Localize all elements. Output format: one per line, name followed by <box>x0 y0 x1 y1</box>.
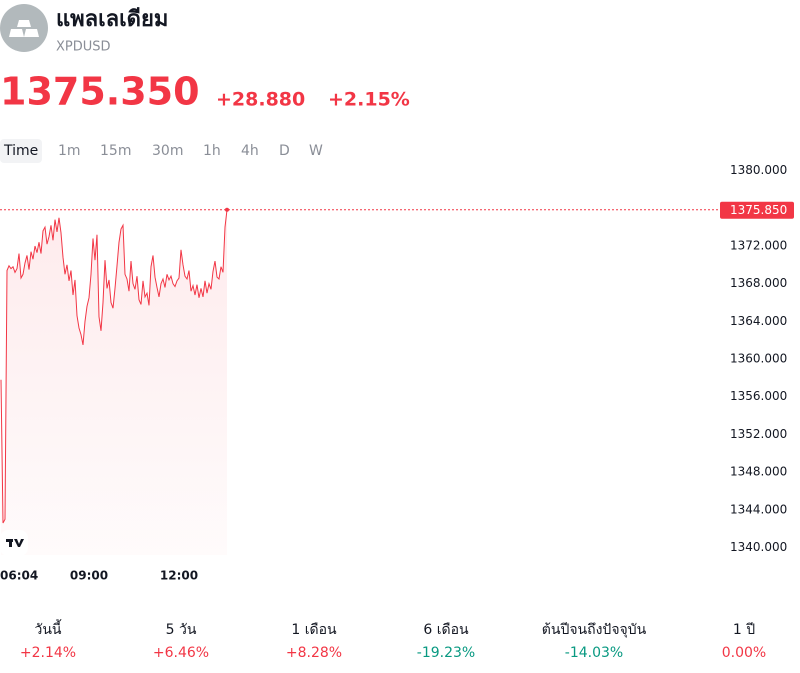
change-percent: +2.15% <box>328 89 410 111</box>
plot-area: 1340.000 1344.000 1348.000 1352.000 1356.000… <box>0 163 787 555</box>
perf-value: -14.03% <box>565 645 623 661</box>
symbol: XPDUSD <box>56 40 111 55</box>
y-tick-label: 1360.000 <box>730 352 787 366</box>
price-tag-label: 1375.850 <box>730 203 787 217</box>
last-point <box>225 207 229 212</box>
x-tick-label: 12:00 <box>160 569 198 583</box>
y-tick-label: 1356.000 <box>730 389 787 403</box>
symbol-icon <box>0 4 48 52</box>
perf-label: 1 เดือน <box>291 622 337 638</box>
perf-label: 6 เดือน <box>423 622 469 638</box>
timeframe-tab[interactable]: D <box>279 143 290 159</box>
y-tick-label: 1364.000 <box>730 314 787 328</box>
x-tick-label: 09:00 <box>70 569 108 583</box>
y-tick-label: 1380.000 <box>730 163 787 177</box>
y-tick-label: 1352.000 <box>730 427 787 441</box>
perf-value: 0.00% <box>722 645 766 661</box>
title: แพลเลเดียม <box>56 7 168 32</box>
price-tag <box>720 201 794 219</box>
timeframe-tab[interactable]: 4h <box>241 143 259 159</box>
timeframe-tab[interactable]: 1h <box>203 143 221 159</box>
tv-logo <box>0 530 28 556</box>
perf-label: วันนี้ <box>34 619 62 638</box>
y-tick-label: 1344.000 <box>730 502 787 516</box>
x-tick-label: 06:04 <box>0 569 38 583</box>
perf-label: 1 ปี <box>733 622 755 638</box>
tab-active-bg <box>0 139 42 163</box>
timeframe-tab[interactable]: 30m <box>152 143 183 159</box>
y-tick-label: 1372.000 <box>730 239 787 253</box>
perf-label: ต้นปีจนถึงปัจจุบัน <box>542 622 647 638</box>
timeframe-tab[interactable]: 1m <box>58 143 81 159</box>
timeframe-tab[interactable]: W <box>309 143 323 159</box>
perf-value: +2.14% <box>20 645 76 661</box>
area <box>1 209 227 555</box>
y-tick-label: 1348.000 <box>730 465 787 479</box>
y-tick-label: 1340.000 <box>730 540 787 554</box>
perf-value: +6.46% <box>153 645 209 661</box>
timeframe-tab[interactable]: Time <box>3 143 38 159</box>
perf-value: +8.28% <box>286 645 342 661</box>
y-tick-label: 1368.000 <box>730 276 787 290</box>
perf-label: 5 วัน <box>166 622 197 638</box>
price: 1375.350 <box>0 70 200 114</box>
icon-bars <box>9 20 39 37</box>
perf-value: -19.23% <box>417 645 475 661</box>
line <box>0 209 228 524</box>
change: +28.880 <box>216 89 305 111</box>
timeframe-tab[interactable]: 15m <box>100 143 131 159</box>
